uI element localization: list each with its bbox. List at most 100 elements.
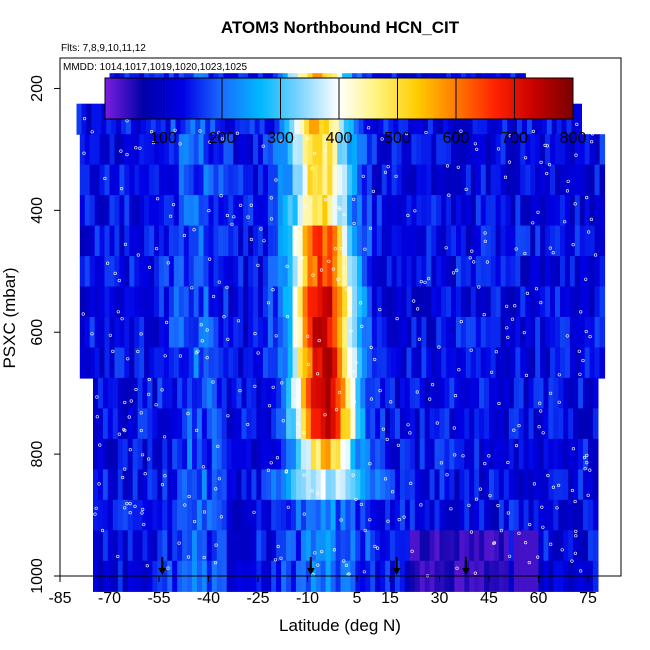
sample-point — [141, 507, 145, 512]
heat-cell — [149, 195, 155, 227]
sample-point — [128, 502, 132, 506]
heat-cell — [469, 408, 475, 440]
sample-point — [88, 391, 92, 395]
heat-cell — [459, 377, 465, 409]
heat-cell — [550, 286, 556, 318]
heat-cell — [456, 164, 462, 196]
heat-cell — [281, 377, 287, 409]
heat-cell — [454, 377, 460, 409]
x-tick-label: 30 — [431, 590, 449, 607]
heat-cell — [469, 469, 475, 501]
heat-cell — [89, 256, 96, 288]
heat-cell — [198, 195, 205, 227]
heat-cell — [139, 134, 145, 166]
heat-cell — [592, 408, 599, 440]
heat-cell — [564, 225, 571, 257]
heat-cell — [241, 530, 247, 562]
heat-cell — [127, 499, 134, 531]
heat-cell — [520, 134, 526, 166]
heat-cell — [243, 286, 249, 318]
heat-cell — [583, 469, 589, 501]
heat-cell — [84, 225, 91, 257]
heat-cell — [464, 499, 470, 531]
heat-cell — [307, 347, 314, 379]
heat-cell — [386, 195, 393, 227]
heat-cell — [147, 377, 153, 409]
heat-cell — [271, 438, 277, 470]
heat-cell — [375, 530, 381, 562]
heat-cell — [498, 469, 505, 501]
sample-point — [525, 291, 530, 296]
sample-point — [219, 515, 223, 519]
sample-point — [435, 421, 439, 425]
sample-point — [584, 329, 588, 334]
sample-point — [585, 453, 589, 458]
heat-cell — [436, 256, 442, 288]
heat-cell — [107, 469, 114, 501]
heat-cell — [216, 530, 223, 562]
sample-point — [485, 260, 490, 264]
heat-cell — [99, 134, 106, 166]
heat-cell — [515, 164, 521, 196]
heat-cell — [550, 134, 556, 166]
heat-cell — [168, 317, 175, 349]
heat-cell — [533, 469, 540, 501]
sample-point — [338, 207, 342, 211]
sample-point — [225, 213, 229, 218]
heat-cell — [256, 530, 262, 562]
sample-point — [439, 461, 444, 465]
heat-cell — [530, 225, 536, 257]
heat-cell — [91, 103, 97, 135]
sample-point — [123, 506, 127, 510]
heat-cell — [449, 469, 455, 501]
heat-cell — [182, 438, 188, 470]
heat-cell — [396, 256, 403, 288]
heat-cell — [525, 347, 531, 379]
heat-cell — [295, 438, 302, 470]
heat-cell — [571, 103, 577, 135]
sample-point — [381, 427, 386, 431]
heat-cell — [178, 347, 185, 379]
heat-cell — [330, 438, 337, 470]
heat-cell — [342, 317, 348, 349]
heat-cell — [302, 134, 309, 166]
heat-cell — [272, 134, 279, 166]
sample-point — [262, 239, 266, 243]
heat-cell — [152, 408, 158, 440]
sample-point — [319, 268, 324, 272]
heat-cell — [238, 225, 244, 257]
heat-cell — [347, 286, 353, 318]
heat-cell — [192, 530, 198, 562]
sample-point — [182, 233, 186, 238]
heat-cell — [327, 195, 333, 227]
sample-point — [259, 227, 263, 231]
heat-cell — [588, 408, 594, 440]
heat-cell — [355, 377, 361, 409]
heat-cell — [302, 347, 309, 379]
heat-cell — [287, 347, 294, 379]
heat-cell — [277, 256, 284, 288]
colorbar-tick-label: 100 — [150, 130, 177, 147]
heat-cell — [292, 225, 299, 257]
sample-point — [455, 268, 459, 273]
heat-cell — [246, 438, 252, 470]
heat-cell — [406, 317, 412, 349]
heat-cell — [493, 438, 500, 470]
heat-cell — [251, 377, 257, 409]
heat-cell — [454, 469, 460, 501]
heat-cell — [401, 256, 408, 288]
sample-point — [419, 280, 423, 284]
sample-point — [199, 323, 203, 327]
heat-cell — [253, 164, 259, 196]
heat-cell — [223, 195, 229, 227]
heat-cell — [416, 317, 422, 349]
heat-cell — [459, 469, 465, 501]
sample-point — [522, 331, 526, 335]
heat-cell — [431, 256, 437, 288]
heat-cell — [371, 164, 378, 196]
heat-cell — [271, 377, 277, 409]
heat-cell — [480, 225, 487, 257]
heat-cell — [545, 256, 551, 288]
heat-cell — [154, 256, 160, 288]
heat-cell — [394, 530, 401, 562]
